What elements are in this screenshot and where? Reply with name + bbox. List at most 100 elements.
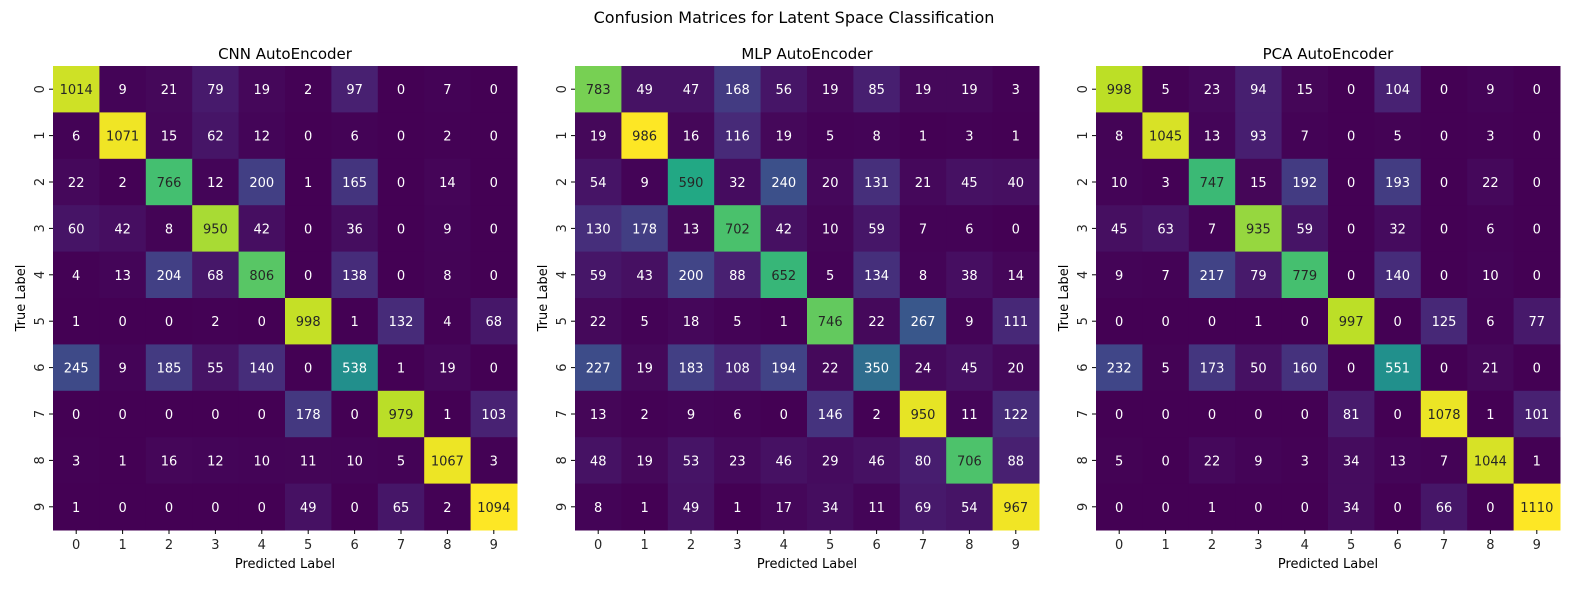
cell-value-label: 14 [1008,269,1025,284]
cell-value-label: 9 [965,315,973,330]
heatmap-cell [1235,437,1283,485]
cell-value-label: 17 [776,501,793,516]
cell-value-label: 11 [961,408,978,423]
cell-value-label: 0 [118,315,126,330]
cell-value-label: 7 [1161,269,1169,284]
cell-value-label: 50 [1250,362,1267,377]
heatmap-cell [1328,205,1375,253]
cell-value-label: 85 [868,83,885,98]
y-tick-label: 3 [1076,224,1091,232]
cell-value-label: 0 [1486,501,1494,516]
cell-value-label: 185 [157,362,182,377]
heatmap-cell [1235,483,1283,531]
heatmap-cell [853,251,901,299]
heatmap-cell [946,251,994,299]
heatmap-cell [667,205,715,253]
heatmap-cell [1188,205,1236,253]
cell-value-label: 97 [346,83,363,98]
heatmap-cell [575,437,622,485]
heatmap-cell [424,390,472,438]
heatmap-cell [377,298,425,345]
cell-value-label: 967 [1003,501,1028,516]
y-tick-label: 9 [33,503,48,511]
cell-value-label: 178 [632,222,657,237]
cell-value-label: 165 [342,176,367,191]
heatmap-cell [807,390,854,438]
cell-value-label: 62 [207,130,224,145]
heatmap-cell [1467,483,1515,531]
heatmap-cell [575,205,622,253]
cell-value-label: 1 [919,130,927,145]
cell-value-label: 652 [771,269,796,284]
heatmap-cell [760,112,808,160]
cell-value-label: 0 [490,83,498,98]
cell-value-label: 8 [1115,130,1123,145]
cell-value-label: 1 [443,408,451,423]
heatmap-cell [760,251,808,299]
heatmap-cell [1281,205,1329,253]
cell-value-label: 49 [683,501,700,516]
heatmap-cell [992,298,1040,345]
cell-value-label: 227 [586,362,611,377]
heatmap-cell [470,251,518,299]
heatmap-cell [667,437,715,485]
cell-value-label: 1 [72,501,80,516]
heatmap-cell [853,437,901,485]
y-tick-label: 6 [555,363,570,371]
cell-value-label: 22 [1482,176,1499,191]
heatmap-cell [853,158,901,206]
cell-value-label: 8 [919,269,927,284]
cell-value-label: 0 [780,408,788,423]
cell-value-label: 68 [486,315,503,330]
heatmap-cell [899,298,947,345]
cell-value-label: 0 [258,315,266,330]
cell-value-label: 0 [397,176,405,191]
heatmap-cell [1328,251,1375,299]
cell-value-label: 0 [1533,222,1541,237]
cell-value-label: 9 [443,222,451,237]
x-tick-label: 2 [165,538,173,553]
cell-value-label: 950 [911,408,936,423]
heatmap-cell [145,251,193,299]
cell-value-label: 0 [1208,408,1216,423]
cell-value-label: 42 [114,222,131,237]
heatmap-cell [946,298,994,345]
cell-value-label: 7 [1440,454,1448,469]
cell-value-label: 88 [1008,454,1025,469]
heatmap-cell [1420,437,1468,485]
y-tick-label: 6 [33,363,48,371]
heatmap-cell [899,251,947,299]
heatmap-cell [667,298,715,345]
heatmap-cell [992,158,1040,206]
heatmap-cell [192,437,240,485]
cell-value-label: 746 [818,315,843,330]
heatmap-cell [470,112,518,160]
heatmap-cell [238,205,286,253]
cell-value-label: 194 [771,362,796,377]
cell-value-label: 12 [207,176,224,191]
heatmap-cell [621,66,669,113]
heatmap-cell [807,483,854,531]
heatmap-cell [238,251,286,299]
cell-value-label: 1014 [60,83,93,98]
heatmap-cell [192,205,240,253]
heatmap-cell [1328,112,1375,160]
cell-value-label: 3 [965,130,973,145]
cell-value-label: 24 [915,362,932,377]
cell-value-label: 0 [397,83,405,98]
cell-value-label: 0 [1161,501,1169,516]
heatmap-cell [853,344,901,392]
heatmap-cell [470,158,518,206]
heatmap-cell [667,483,715,531]
heatmap-cell [145,66,193,113]
cell-value-label: 2 [640,408,648,423]
heatmap-cell [1420,390,1468,438]
y-tick-label: 7 [33,410,48,418]
heatmap-cell [1374,298,1422,345]
cell-value-label: 5 [826,130,834,145]
cell-value-label: 0 [490,222,498,237]
y-tick-label: 3 [33,224,48,232]
cell-value-label: 7 [919,222,927,237]
cell-value-label: 200 [679,269,704,284]
cell-value-label: 0 [211,501,219,516]
